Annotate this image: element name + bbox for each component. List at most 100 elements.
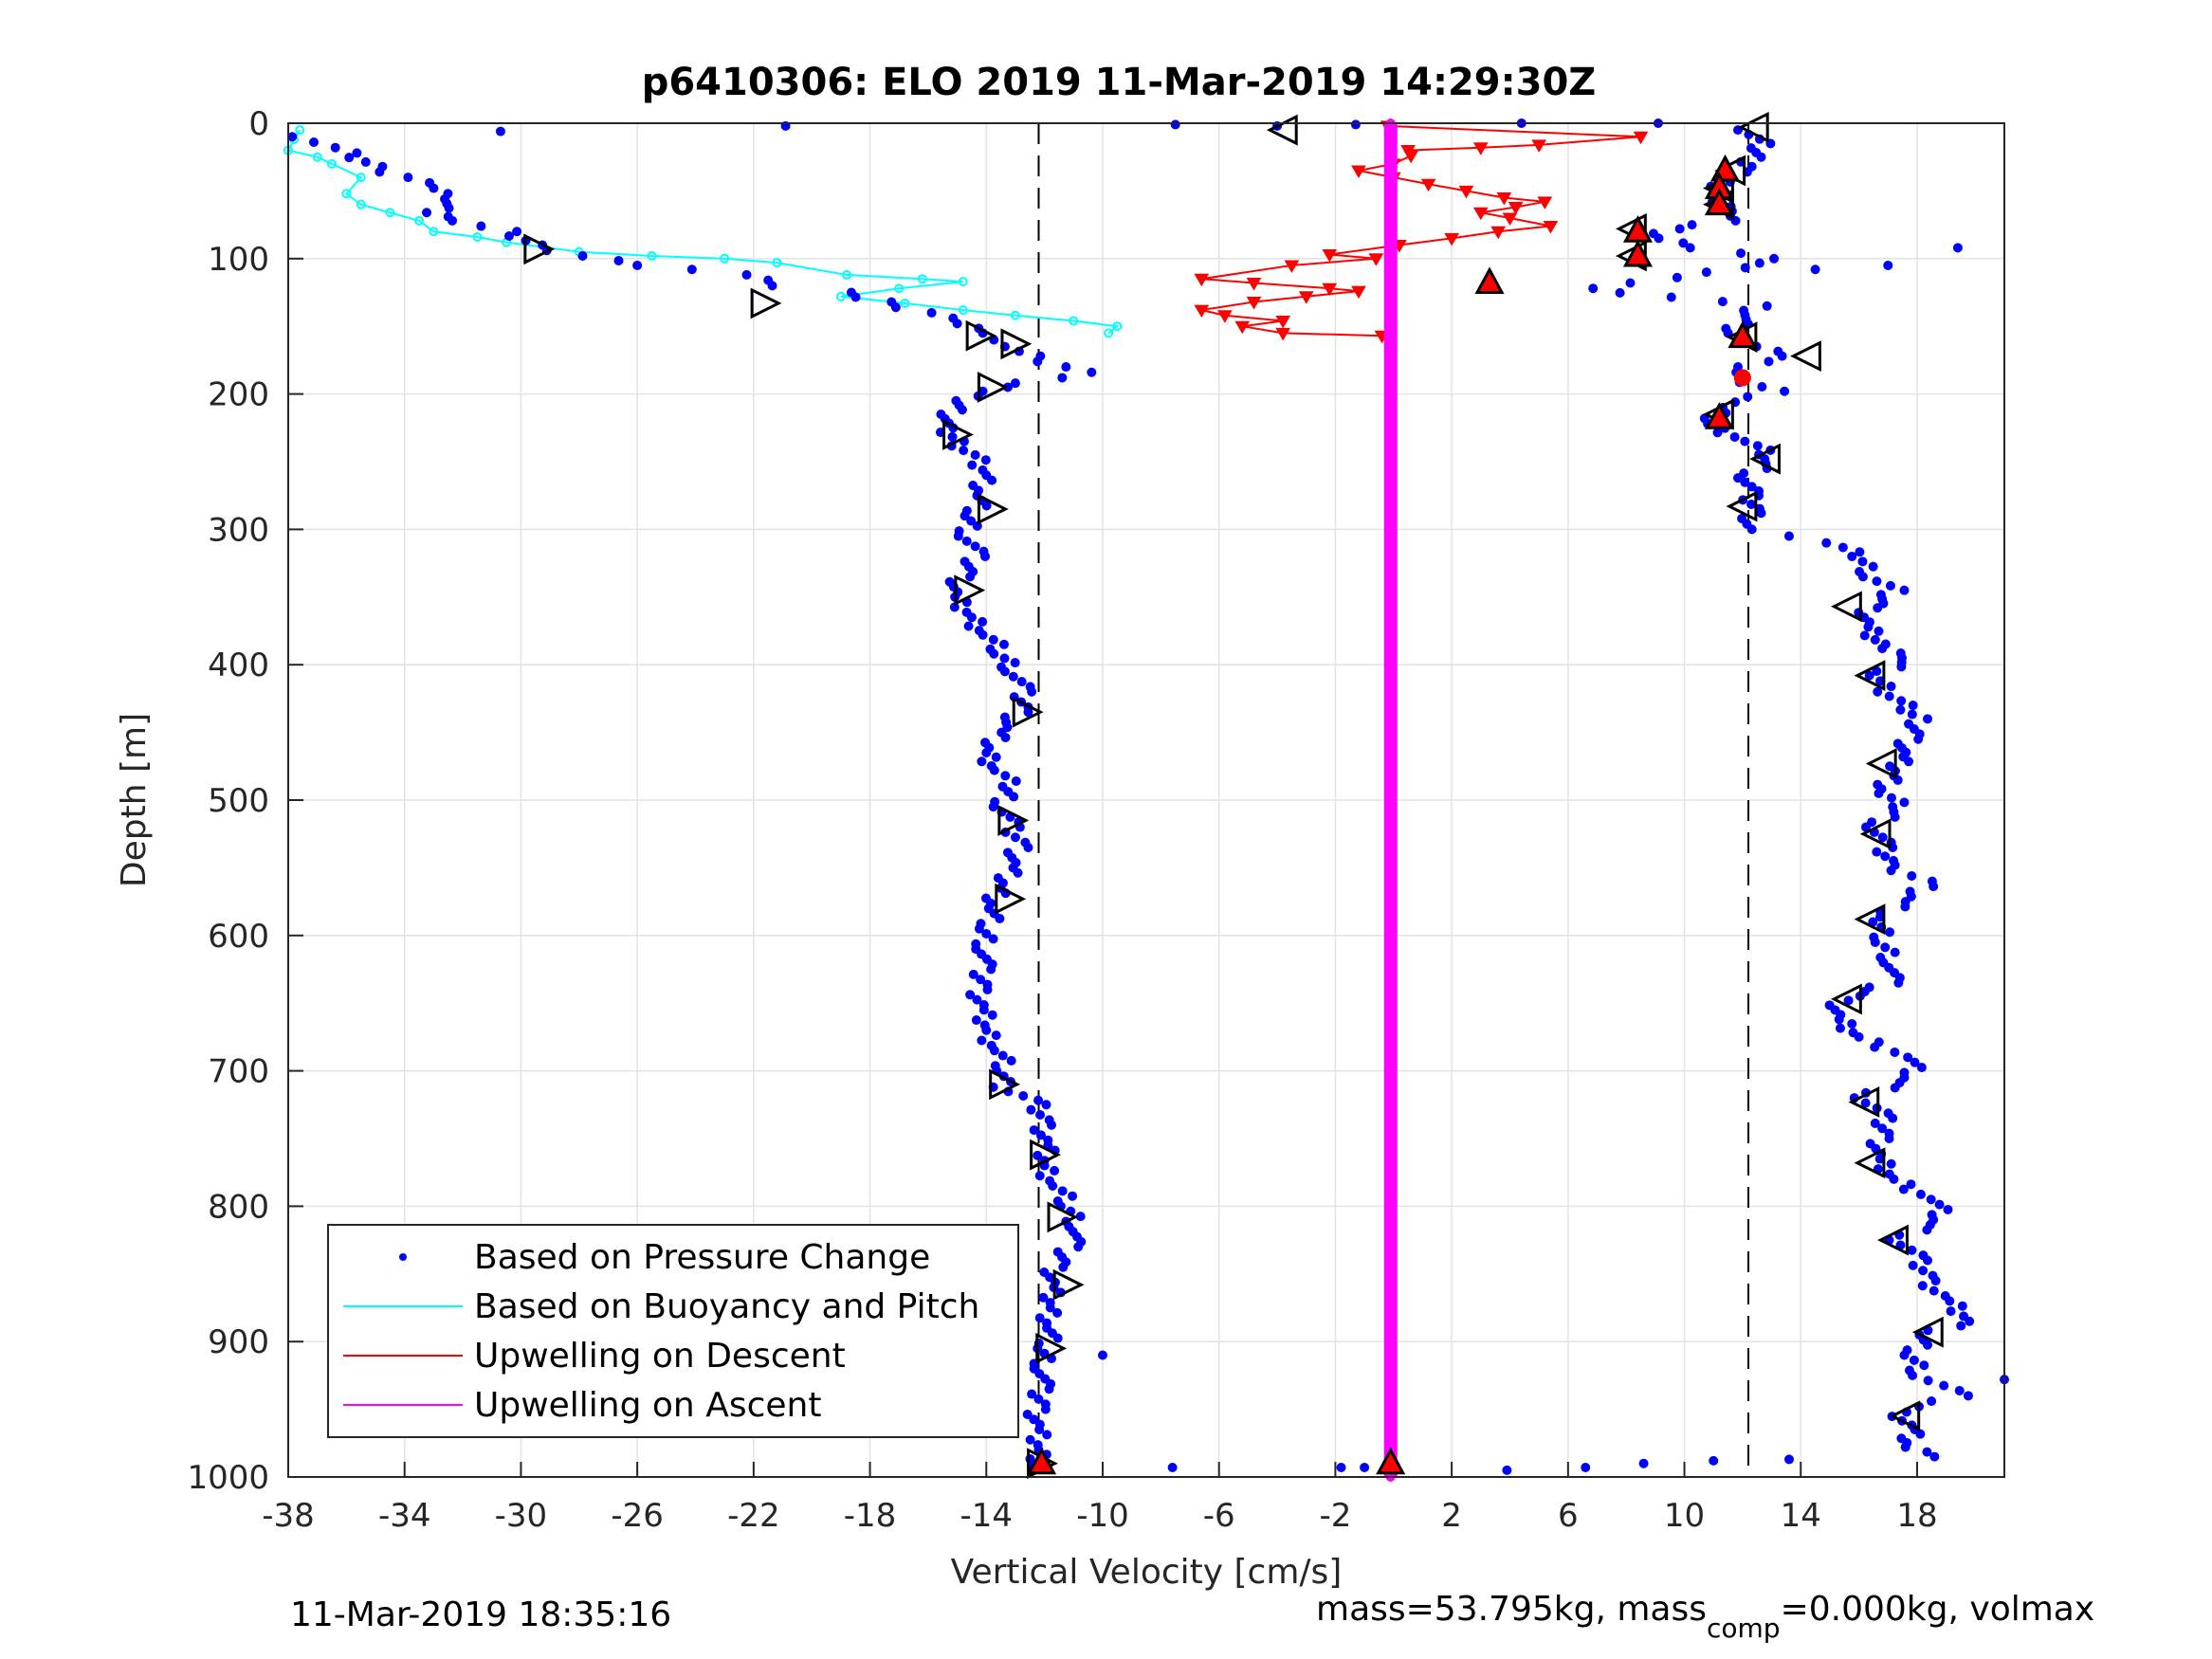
pressure-change-ascent-point [1908,1260,1918,1270]
pressure-change-ascent-point [1899,1350,1910,1360]
x-tick-label: 18 [1896,1497,1937,1535]
pressure-change-descent-point [1034,1313,1045,1323]
y-tick-label: 700 [208,1053,269,1091]
pressure-change-ascent-point [1834,1014,1844,1025]
ascent-direction-marker [1859,818,1892,850]
pressure-change-ascent-point [1860,822,1871,832]
pressure-change-descent-point [1052,1333,1063,1343]
pressure-change-ascent-point [1915,1429,1926,1439]
pressure-change-descent-point [988,802,998,812]
pressure-change-ascent-point [1934,1199,1945,1210]
pressure-change-outlier-point [1883,260,1893,270]
pressure-change-ascent-point [1886,1158,1896,1169]
pressure-change-outlier-point [1783,1454,1794,1465]
pressure-change-ascent-point [1672,272,1682,283]
pressure-change-ascent-point [1777,351,1787,361]
pressure-change-descent-point [989,765,999,775]
buoyancy-pitch-point [842,269,852,280]
pressure-change-descent-point [952,319,962,329]
pressure-change-descent-point [988,634,998,645]
upwelling-descent-point [1508,202,1524,215]
descent-direction-marker [523,233,556,265]
buoyancy-pitch-point [835,291,846,301]
pressure-change-ascent-point [1908,701,1918,711]
pressure-change-ascent-point [1899,585,1910,595]
pressure-change-descent-point [503,231,514,241]
x-tick-label: -6 [1203,1497,1235,1535]
pressure-change-descent-point [972,994,982,1005]
pressure-change-descent-point [448,215,458,226]
pressure-change-outlier-point [1167,1463,1178,1473]
pressure-change-descent-point [974,923,984,934]
pressure-change-ascent-point [1918,1266,1929,1276]
pressure-change-ascent-point [1919,1360,1929,1371]
descent-direction-marker [954,574,986,607]
pressure-change-descent-point [959,446,969,456]
pressure-change-ascent-point [1886,682,1896,692]
ascent-direction-marker [1830,983,1862,1015]
pressure-change-ascent-point [1915,1189,1926,1199]
buoyancy-pitch-point [356,199,366,210]
pressure-change-descent-point [1046,1120,1056,1130]
upwelling-descent-point [1490,226,1507,240]
pressure-change-ascent-point [1870,1042,1880,1052]
pressure-change-descent-point [512,227,522,237]
pressure-change-outlier-point [1581,1463,1591,1473]
pressure-change-ascent-point [1913,734,1924,744]
upwelling-descent-point [1275,315,1291,329]
ascent-direction-marker [1877,1224,1909,1256]
pressure-change-descent-point [1061,362,1071,373]
grid [287,122,2004,1478]
pressure-change-ascent-point [1729,431,1740,442]
pressure-change-descent-point [982,984,993,994]
pressure-change-ascent-point [1890,1047,1900,1057]
pressure-change-ascent-point [1946,1306,1956,1317]
pressure-change-descent-point [375,167,385,177]
x-tick-label: -10 [1076,1497,1129,1535]
upwelling-descent-point [1284,260,1300,273]
pressure-change-ascent-point [1877,1123,1888,1134]
pressure-change-outlier-point [1709,1455,1719,1466]
upwelling-descent-point [1543,221,1559,234]
y-tick-label: 300 [208,511,269,549]
ascent-direction-marker [1889,1400,1921,1432]
x-tick-label: -2 [1319,1497,1351,1535]
pressure-change-descent-point [999,653,1010,664]
legend-box [327,1224,1019,1438]
mass-text-main: mass=53.795kg, mass [1316,1590,1707,1629]
descent-direction-marker [965,319,997,352]
pressure-change-descent-point [997,1050,1008,1061]
pressure-change-ascent-point [1855,547,1865,557]
pressure-change-descent-point [963,621,974,631]
y-tick-label: 800 [208,1188,269,1226]
pressure-change-ascent-point [1843,995,1854,1006]
pressure-change-descent-point [978,1005,989,1015]
pressure-change-ascent-point [1837,542,1848,553]
upwelling-descent-point [1194,304,1210,319]
mass-text-subscript: comp [1707,1613,1781,1644]
pressure-change-ascent-point [1886,793,1896,803]
pressure-change-descent-point [1033,1150,1043,1160]
pressure-change-ascent-point [1888,1113,1898,1123]
pressure-change-descent-point [1008,671,1018,682]
descent-direction-marker [1047,1201,1079,1233]
chart-title: p6410306: ELO 2019 11-Mar-2019 14:29:30Z [642,61,1597,104]
x-tick-label: -34 [378,1497,431,1535]
pressure-change-ascent-point [1923,1340,1933,1350]
buoyancy-pitch-point [958,305,968,316]
upwelling-descent-point [1403,150,1419,164]
pressure-change-descent-point [767,281,777,291]
upwelling-descent-point [1322,283,1338,297]
ascent-direction-marker [1848,1086,1880,1118]
x-tick-label: -22 [727,1497,780,1535]
buoyancy-pitch-point [327,158,338,169]
pressure-change-descent-point [308,137,319,147]
x-tick-label: -26 [611,1497,664,1535]
pressure-change-ascent-point [1863,622,1874,632]
pressure-change-ascent-point [1746,499,1757,509]
pressure-change-ascent-point [1877,644,1888,654]
pressure-change-ascent-point [1678,238,1689,248]
pressure-change-ascent-point [1872,665,1882,676]
ascent-direction-marker [1865,748,1897,779]
upwelling-descent-point [1633,131,1649,145]
